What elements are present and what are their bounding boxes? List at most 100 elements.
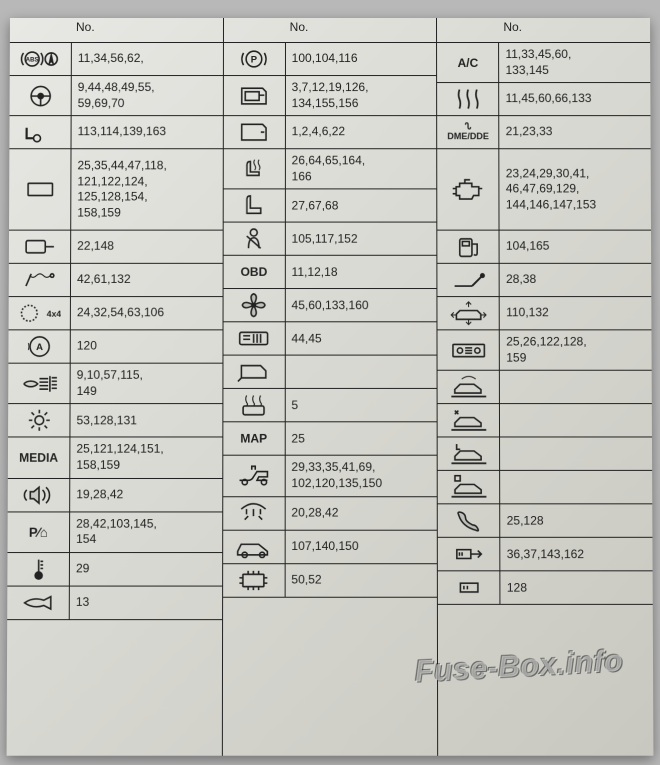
- fuse-numbers: 27,67,68: [286, 190, 437, 222]
- fuse-numbers: 21,23,33: [500, 116, 651, 148]
- legend-row: 27,67,68: [223, 189, 436, 222]
- fuse-numbers: 128: [501, 572, 653, 605]
- tow-icon: [9, 116, 71, 148]
- steering-icon: [10, 76, 72, 115]
- fuse-numbers: 3,7,12,19,126, 134,155,156: [286, 76, 437, 115]
- lever-icon: [438, 264, 500, 296]
- headlight-icon: [8, 364, 70, 404]
- fuse-numbers: 28,42,103,145, 154: [70, 512, 222, 552]
- gear4x4-icon: 4x4: [9, 297, 71, 329]
- legend-row: MAP25: [223, 422, 437, 455]
- svg-text:ABS: ABS: [25, 58, 38, 64]
- legend-row: 45,60,133,160: [223, 288, 437, 321]
- fuse-numbers: 25: [285, 423, 437, 455]
- legend-row: 4x424,32,54,63,106: [9, 296, 223, 329]
- heatwaves-icon: [437, 83, 499, 115]
- speaker-icon: [8, 479, 71, 511]
- legend-row: 3,7,12,19,126, 134,155,156: [224, 75, 437, 115]
- fuse-numbers: 107,140,150: [285, 530, 437, 562]
- doorlock-icon: [224, 76, 286, 115]
- fuse-numbers: 100,104,116: [286, 43, 437, 75]
- legend-row: 105,117,152: [223, 222, 436, 255]
- legend-row: [438, 470, 652, 503]
- phone-icon: [438, 505, 501, 537]
- fuse-numbers: [500, 471, 652, 503]
- legend-row: [438, 370, 652, 403]
- parkhome-icon: P⁄⌂: [8, 512, 71, 552]
- fuse-numbers: 11,12,18: [285, 256, 436, 288]
- legend-row: 107,140,150: [223, 529, 437, 563]
- legend-column: No.A/C11,33,45,60, 133,14511,45,60,66,13…: [437, 18, 653, 756]
- fuse-numbers: 23,24,29,30,41, 46,47,69,129, 144,146,14…: [500, 149, 651, 229]
- abs-icon: ABS: [10, 43, 72, 75]
- legend-row: 9,44,48,49,55, 59,69,70: [10, 75, 223, 115]
- cararrows-icon: [438, 297, 500, 329]
- legend-row: ABS 11,34,56,62,: [10, 42, 223, 75]
- legend-row: 1,2,4,6,22: [223, 115, 436, 148]
- legend-row: 29,33,35,41,69, 102,120,135,150: [223, 455, 437, 496]
- fuse-numbers: [500, 371, 652, 403]
- fuse-numbers: [500, 438, 652, 470]
- door-icon: [223, 116, 285, 148]
- legend-row: 23,24,29,30,41, 46,47,69,129, 144,146,14…: [438, 148, 651, 229]
- lift2-icon: [438, 404, 500, 436]
- fuse-numbers: 53,128,131: [70, 404, 222, 436]
- fuse-numbers: 11,33,45,60, 133,145: [499, 43, 650, 82]
- fuse-numbers: 19,28,42: [70, 479, 222, 511]
- legend-row: [438, 403, 652, 436]
- fuse-numbers: 11,34,56,62,: [72, 43, 223, 75]
- fuse-numbers: 26,64,65,164, 166: [286, 149, 437, 188]
- fuse-numbers: 5: [285, 389, 437, 421]
- fuse-numbers: 25,35,44,47,118, 121,122,124, 125,128,15…: [71, 149, 222, 229]
- thermo-icon: [7, 553, 70, 586]
- fan-icon: [223, 289, 285, 321]
- fuse-numbers: 29: [70, 553, 222, 586]
- legend-row: 29: [7, 552, 221, 586]
- legend-row: P100,104,116: [224, 42, 437, 75]
- txt-icon: A/C: [437, 43, 499, 82]
- rear-icon: [223, 356, 285, 388]
- legend-row: 25,26,122,128, 159: [438, 330, 652, 371]
- txt-icon: MAP: [223, 423, 285, 455]
- legend-row: OBD11,12,18: [223, 255, 437, 288]
- lift3-icon: [438, 438, 500, 470]
- legend-row: 36,37,143,162: [438, 537, 652, 571]
- fuse-numbers: 113,114,139,163: [72, 116, 223, 148]
- fuse-numbers: 50,52: [285, 564, 437, 597]
- radio-icon: [438, 331, 500, 371]
- startstop-icon: A: [8, 331, 70, 363]
- column-header: No.: [286, 16, 437, 40]
- svg-text:4x4: 4x4: [46, 309, 60, 319]
- legend-row: [223, 355, 437, 388]
- fuse-numbers: 36,37,143,162: [501, 538, 653, 570]
- legend-row: 11,45,60,66,133: [437, 82, 650, 115]
- legend-row: ᔐDME/DDE21,23,33: [437, 115, 650, 148]
- fuse-numbers: 110,132: [500, 297, 651, 329]
- usbarrow-icon: [438, 538, 501, 570]
- shock-icon: [9, 264, 71, 296]
- legend-column: No.P100,104,1163,7,12,19,126, 134,155,15…: [223, 18, 439, 756]
- fuse-numbers: 44,45: [285, 323, 436, 355]
- fuse-numbers: 1,2,4,6,22: [286, 116, 437, 148]
- legend-column: No.ABS11,34,56,62,9,44,48,49,55, 59,69,7…: [7, 18, 224, 756]
- fuse-numbers: 28,38: [500, 264, 651, 296]
- fuse-numbers: 22,148: [71, 231, 222, 263]
- fuse-numbers: 120: [71, 331, 222, 363]
- legend-row: 42,61,132: [9, 263, 223, 296]
- legend-row: 25,128: [438, 504, 652, 537]
- engine-icon: [438, 149, 500, 229]
- seatbelt-icon: [223, 223, 285, 255]
- legend-row: 13: [7, 585, 222, 620]
- txt-icon: MEDIA: [8, 438, 71, 478]
- legend-row: A120: [8, 330, 222, 363]
- seatheat-icon: [223, 149, 285, 188]
- domelight-icon: [223, 497, 285, 529]
- legend-row: 19,28,42: [8, 478, 222, 511]
- legend-row: 9,10,57,115, 149: [8, 363, 222, 404]
- fuse-numbers: 13: [70, 586, 222, 619]
- legend-row: 28,38: [438, 263, 652, 296]
- txt-icon: OBD: [223, 256, 285, 288]
- legend-row: 20,28,42: [223, 496, 437, 529]
- legend-row: 113,114,139,163: [9, 115, 222, 148]
- legend-row: MEDIA25,121,124,151, 158,159: [8, 437, 222, 478]
